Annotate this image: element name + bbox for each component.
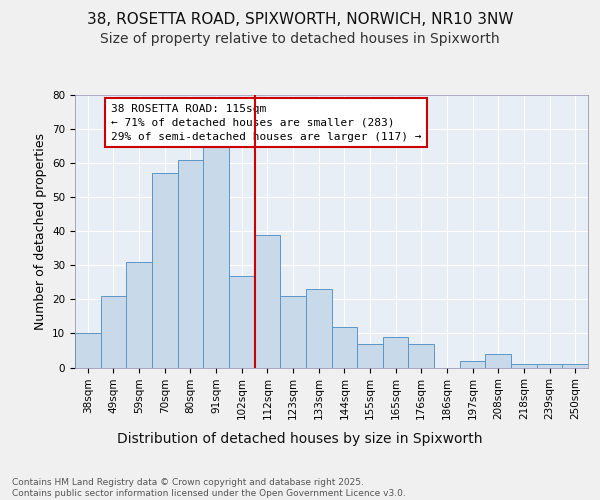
Bar [331, 326, 357, 368]
Text: Distribution of detached houses by size in Spixworth: Distribution of detached houses by size … [117, 432, 483, 446]
Bar [357, 344, 383, 367]
Bar [229, 276, 254, 368]
Bar [127, 262, 152, 368]
Bar [254, 234, 280, 368]
Bar [280, 296, 306, 368]
Y-axis label: Number of detached properties: Number of detached properties [34, 132, 47, 330]
Bar [152, 174, 178, 368]
Bar [75, 334, 101, 368]
Bar [460, 360, 485, 368]
Bar [101, 296, 127, 368]
Bar [537, 364, 562, 368]
Text: Contains HM Land Registry data © Crown copyright and database right 2025.
Contai: Contains HM Land Registry data © Crown c… [12, 478, 406, 498]
Bar [306, 289, 331, 368]
Text: Size of property relative to detached houses in Spixworth: Size of property relative to detached ho… [100, 32, 500, 46]
Bar [409, 344, 434, 367]
Bar [203, 140, 229, 368]
Text: 38 ROSETTA ROAD: 115sqm
← 71% of detached houses are smaller (283)
29% of semi-d: 38 ROSETTA ROAD: 115sqm ← 71% of detache… [111, 104, 421, 142]
Text: 38, ROSETTA ROAD, SPIXWORTH, NORWICH, NR10 3NW: 38, ROSETTA ROAD, SPIXWORTH, NORWICH, NR… [87, 12, 513, 28]
Bar [178, 160, 203, 368]
Bar [485, 354, 511, 368]
Bar [562, 364, 588, 368]
Bar [511, 364, 537, 368]
Bar [383, 337, 409, 368]
